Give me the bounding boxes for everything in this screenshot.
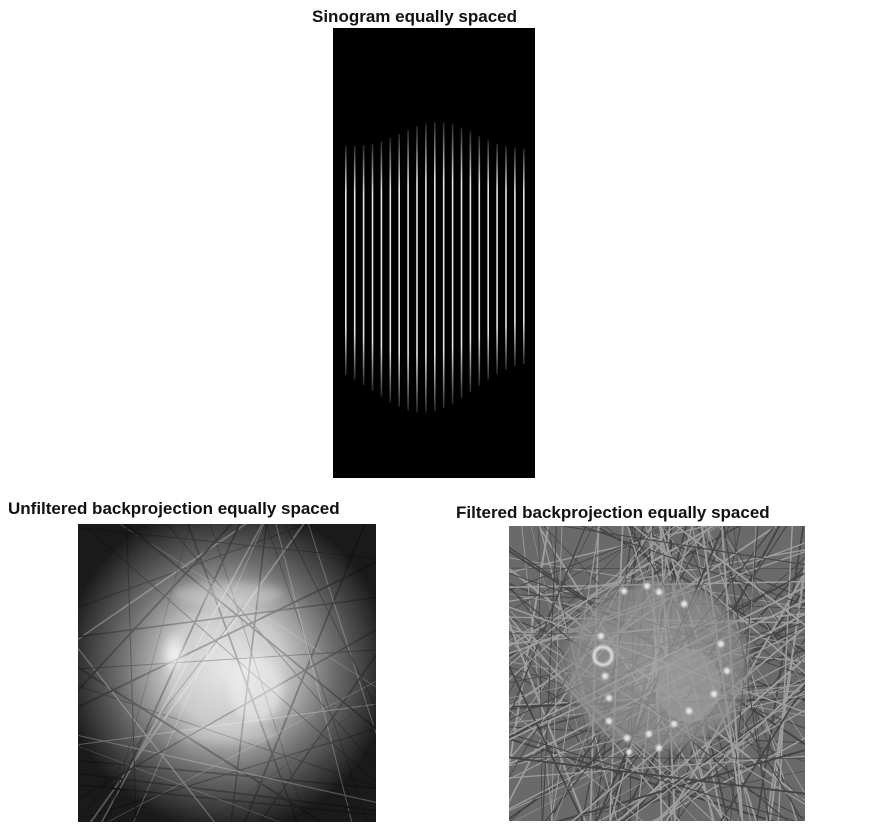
bright-spot: [620, 587, 628, 595]
bright-spot: [670, 720, 678, 728]
bright-spot: [655, 744, 663, 752]
sinogram-title: Sinogram equally spaced: [312, 7, 518, 26]
sinogram-stripe: [362, 145, 365, 385]
unfiltered-image: [78, 524, 376, 822]
sinogram-stripe: [442, 122, 445, 409]
sinogram-stripe: [478, 136, 481, 386]
sinogram-stripe: [371, 143, 374, 391]
sinogram-stripe: [451, 124, 454, 404]
sinogram-stripe: [487, 140, 489, 380]
sinogram-stripe: [505, 146, 507, 370]
sinogram-stripe: [407, 129, 409, 411]
bright-spot: [645, 730, 653, 738]
bright-spot: [717, 640, 725, 648]
bright-spot: [723, 667, 731, 675]
sinogram-stripe: [434, 122, 436, 412]
unfiltered-title: Unfiltered backprojection equally spaced: [8, 499, 340, 518]
sinogram-stripe: [496, 143, 498, 375]
filtered-image: [509, 526, 805, 821]
bright-spot: [605, 717, 613, 725]
sinogram-stripe: [425, 123, 427, 413]
sinogram-stripe: [460, 127, 463, 399]
bright-spot: [680, 600, 688, 608]
filtered-title: Filtered backprojection equally spaced: [456, 503, 770, 522]
bright-spot: [623, 734, 631, 742]
sinogram-image: [333, 28, 535, 478]
bright-spot: [710, 690, 718, 698]
sinogram-stripe: [353, 145, 356, 380]
sinogram-stripe: [380, 141, 383, 397]
bright-spot: [605, 694, 613, 702]
sinogram-stripe: [345, 146, 347, 375]
sinogram-stripe: [416, 126, 418, 413]
sinogram-stripe: [469, 131, 472, 393]
bright-spot: [597, 632, 605, 640]
bright-spot: [685, 707, 693, 715]
bright-spot: [625, 748, 633, 756]
sinogram-stripe: [389, 137, 392, 403]
sinogram-stripe: [523, 148, 525, 365]
bright-spot: [643, 582, 651, 590]
bright-spot: [601, 672, 609, 680]
sinogram-stripe: [398, 134, 400, 407]
sinogram-stripes: [345, 122, 525, 413]
bright-spot: [655, 588, 663, 596]
sinogram-stripe: [514, 147, 516, 367]
